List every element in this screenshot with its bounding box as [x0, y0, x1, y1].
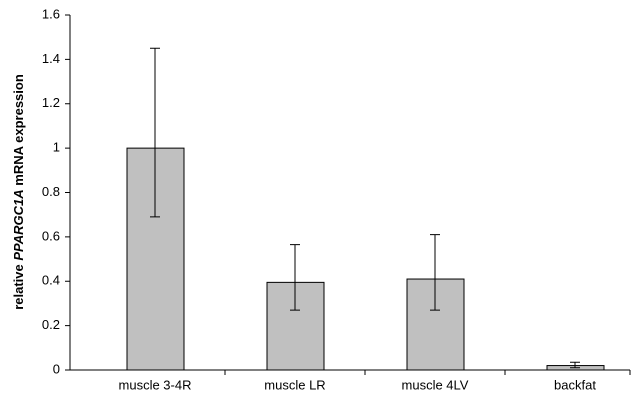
y-label-part: relative [11, 264, 26, 310]
x-tick-label: muscle 3-4R [119, 377, 192, 392]
x-tick-label: muscle LR [264, 377, 325, 392]
y-axis-label: relative PPARGC1A mRNA expression [11, 74, 26, 310]
y-tick-label: 1.4 [42, 51, 60, 66]
y-tick-label: 0.8 [42, 184, 60, 199]
y-tick-label: 0 [53, 361, 60, 376]
x-tick-label: muscle 4LV [402, 377, 469, 392]
error-bar [430, 234, 440, 311]
y-tick-label: 1 [53, 140, 60, 155]
error-bar [570, 361, 580, 369]
x-tick-label: backfat [554, 377, 596, 392]
y-tick-label: 0.2 [42, 317, 60, 332]
error-bar [150, 47, 160, 218]
y-label-part: mRNA expression [11, 74, 26, 186]
y-tick-label: 0.4 [42, 273, 60, 288]
y-tick-label: 1.6 [42, 6, 60, 21]
y-tick-label: 0.6 [42, 228, 60, 243]
y-label-gene: PPARGC1A [11, 189, 26, 260]
y-tick-label: 1.2 [42, 95, 60, 110]
error-bar [290, 244, 300, 311]
